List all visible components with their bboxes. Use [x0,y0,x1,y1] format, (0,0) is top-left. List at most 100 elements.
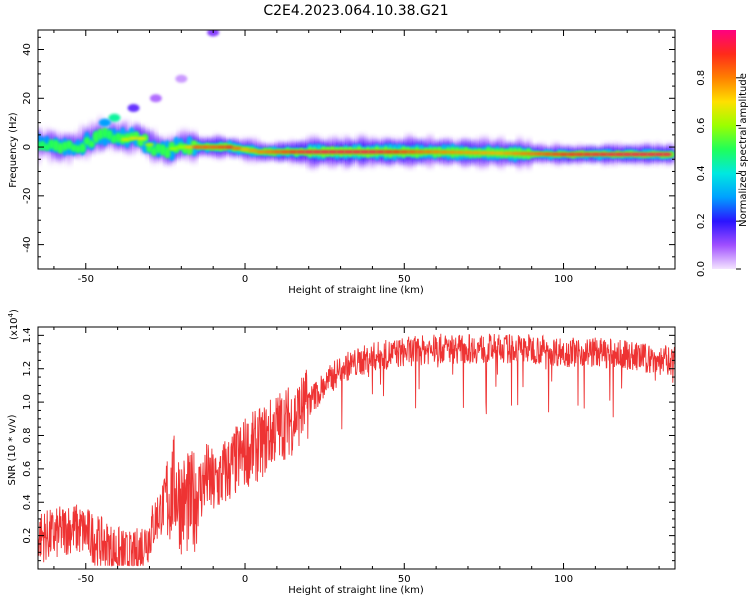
heatmap-peak [359,150,370,154]
heatmap-peak [502,151,513,155]
heatmap-peak [598,152,609,156]
heatmap-peak [287,150,298,154]
y-tick-label: 0 [22,144,33,150]
spectrogram-x-axis-label: Height of straight line (km) [288,285,424,296]
heatmap-peak [582,152,593,156]
heatmap-peak [184,145,195,149]
heatmap-peak [558,152,569,156]
heatmap-blob [127,104,140,113]
y-tick-label: 40 [22,43,33,56]
heatmap-peak [248,149,258,153]
heatmap-peak [224,145,235,149]
heatmap-peak [566,152,577,156]
heatmap-peak [271,150,282,154]
heatmap-peak [303,150,314,154]
heatmap-peak [343,150,354,154]
x-tick-label: 0 [242,574,248,585]
y-tick-label: 0.6 [22,461,33,477]
colorbar-tick-label: 0.6 [696,118,707,134]
heatmap-peak [351,150,362,154]
heatmap-peak [255,150,266,154]
heatmap-peak [486,151,497,155]
heatmap-peak [447,150,458,154]
y-tick-label: 20 [22,92,33,105]
heatmap-blob [108,113,121,122]
y-tick-label: 1.4 [22,327,33,343]
heatmap-peak [470,151,481,155]
x-tick-label: 50 [398,274,411,285]
snr-y-axis-label: SNR (10 * v/v) [7,414,18,485]
heatmap-peak [176,145,187,149]
heatmap-peak [526,152,537,156]
heatmap-peak [311,150,322,154]
heatmap-peak [423,150,434,154]
heatmap-peak [375,150,386,154]
snr-x-axis-label: Height of straight line (km) [288,585,424,596]
heatmap-peak [510,151,521,156]
figure-title: C2E4.2023.064.10.38.G21 [263,3,448,19]
heatmap-peak [295,150,306,154]
y-tick-label: -20 [22,188,33,204]
colorbar-tick-label: 0.2 [696,213,707,229]
colorbar-tick-label: 0.0 [696,261,707,277]
colorbar-tick-label: 0.4 [696,165,707,181]
heatmap-peak [232,146,243,150]
heatmap-peak [136,136,147,141]
heatmap-peak [335,150,346,154]
heatmap-peak [144,143,155,147]
heatmap-peak [383,150,394,154]
heatmap-peak [455,150,465,154]
heatmap-peak [646,152,657,156]
heatmap-peak [319,150,330,154]
heatmap-blob [149,94,162,103]
heatmap-peak [128,136,139,140]
x-tick-label: 100 [554,274,573,285]
heatmap-peak [630,152,641,156]
snr-y-scale-label: (x104) [7,309,20,340]
heatmap-peak [407,150,418,154]
heatmap-peak [478,151,489,155]
heatmap-peak [494,151,505,155]
heatmap-peak [192,145,203,149]
snr-x-ticks: -50 0 50 100 [53,327,660,585]
heatmap-peak [574,152,585,156]
heatmap-peak [590,152,601,156]
heatmap-peak [431,150,442,154]
heatmap-cell [79,142,86,153]
y-tick-label: 0.2 [22,528,33,544]
heatmap-peak [367,150,378,154]
spectrogram-x-ticks: -50 0 50 100 [53,30,660,285]
heatmap-peak [327,150,338,154]
snr-series-line [38,333,675,567]
y-tick-label: 1.0 [22,394,33,410]
heatmap-peak [391,150,402,154]
y-tick-label: 0.8 [22,428,33,444]
heatmap-peak [399,150,410,154]
colorbar [712,30,736,269]
heatmap-peak [439,150,450,154]
spectrogram-panel: -50 0 50 100 -40 -20 0 20 40 Height of straight… [8,29,749,296]
heatmap-peak [542,152,553,156]
x-tick-label: 0 [242,274,248,285]
x-tick-label: -50 [78,274,94,285]
heatmap-peak [654,152,665,156]
heatmap-peak [168,147,179,151]
spectrogram-frame [37,29,676,270]
heatmap-peak [208,145,219,149]
heatmap-peak [622,152,633,156]
y-tick-label: -40 [22,236,33,252]
heatmap-cell [88,140,95,148]
heatmap-cell [163,147,171,159]
heatmap-peak [120,137,131,142]
y-tick-label: 1.2 [22,361,33,377]
heatmap-peak [240,147,250,152]
heatmap-peak [606,152,617,156]
heatmap-peak [263,150,274,154]
heatmap-peak [638,152,649,156]
x-tick-label: 50 [398,574,411,585]
y-tick-label: 0.4 [22,494,33,510]
colorbar-tick-label: 0.8 [696,70,707,86]
heatmap-peak [614,152,625,156]
heatmap-peak [216,145,227,149]
